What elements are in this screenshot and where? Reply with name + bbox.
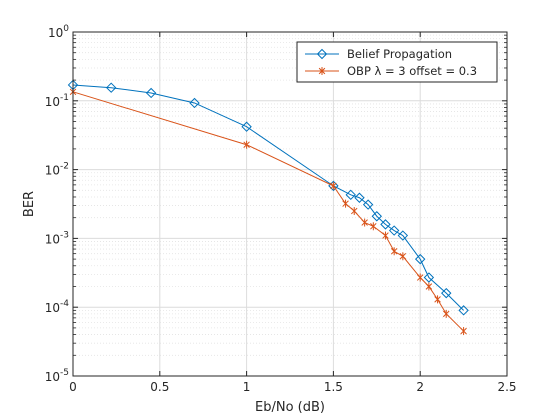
series-layer — [67, 79, 469, 336]
y-tick-label: 10-4 — [45, 299, 70, 315]
series-1 — [67, 79, 469, 316]
marker-stroke — [361, 219, 368, 226]
data-point — [361, 218, 368, 227]
x-tick-label: 1.5 — [324, 380, 343, 394]
marker-stroke — [390, 248, 398, 255]
legend-label: Belief Propagation — [347, 47, 452, 61]
x-tick-label: 2 — [416, 380, 424, 394]
data-point — [345, 189, 356, 201]
data-point — [414, 253, 426, 265]
data-point — [189, 97, 200, 109]
y-tick-label: 10-5 — [45, 368, 69, 384]
marker-stroke — [399, 253, 407, 260]
data-point — [342, 199, 349, 208]
series-line — [72, 84, 464, 311]
data-point — [397, 230, 409, 241]
marker-stroke — [243, 141, 250, 148]
data-point — [105, 82, 117, 93]
x-tick-label: 2.5 — [497, 380, 516, 394]
x-tick-label: 1 — [243, 380, 251, 394]
data-point — [354, 192, 365, 203]
data-point — [434, 295, 441, 304]
data-point — [416, 273, 424, 282]
data-point — [442, 309, 450, 318]
data-point — [370, 222, 377, 231]
x-axis-label: Eb/No (dB) — [255, 400, 325, 415]
data-point — [388, 225, 400, 236]
tick-labels: 0 0.5 1 1.5 2 2.5 100 10-1 10-2 10-3 10-4 10-5 — [45, 24, 517, 394]
data-point — [458, 305, 469, 316]
y-axis-label: BER — [22, 191, 37, 217]
legend-box — [296, 41, 498, 83]
marker-stroke — [442, 310, 450, 318]
marker-stroke — [350, 207, 358, 215]
marker-stroke — [370, 223, 377, 230]
data-point — [423, 272, 435, 283]
marker-stroke — [330, 182, 337, 190]
data-point — [390, 247, 398, 256]
legend-marker — [316, 48, 328, 60]
y-tick-label: 10-1 — [45, 93, 69, 109]
data-point — [350, 207, 358, 216]
legend: Belief Propagation OBP λ = 3 offset = 0.3 — [296, 41, 498, 83]
marker-stroke — [460, 327, 467, 335]
data-point — [399, 252, 407, 261]
marker-stroke — [342, 200, 349, 207]
y-tick-label: 10-2 — [45, 162, 69, 178]
data-point — [380, 219, 391, 230]
marker-stroke — [318, 67, 326, 75]
marker-stroke — [434, 296, 441, 303]
data-point — [371, 211, 383, 222]
plot-frame — [72, 31, 508, 377]
y-tick-label: 10-3 — [45, 230, 69, 246]
series-2 — [69, 87, 467, 336]
marker-stroke — [416, 274, 424, 281]
data-point — [145, 87, 157, 99]
data-point — [330, 181, 337, 190]
data-point — [425, 282, 433, 291]
data-point — [241, 121, 252, 132]
x-tick-label: 0 — [69, 380, 77, 394]
grid — [72, 31, 508, 377]
legend-label: OBP λ = 3 offset = 0.3 — [347, 64, 477, 78]
data-point — [382, 231, 389, 240]
plot-area — [73, 32, 507, 376]
ticks — [72, 31, 508, 377]
marker-stroke — [382, 232, 389, 239]
x-tick-label: 0.5 — [150, 380, 169, 394]
y-tick-label: 100 — [48, 24, 69, 40]
data-point — [441, 287, 452, 299]
legend-marker — [318, 67, 326, 75]
data-point — [460, 327, 467, 336]
marker-stroke — [425, 283, 433, 290]
data-point — [362, 199, 374, 210]
data-point — [243, 140, 250, 149]
